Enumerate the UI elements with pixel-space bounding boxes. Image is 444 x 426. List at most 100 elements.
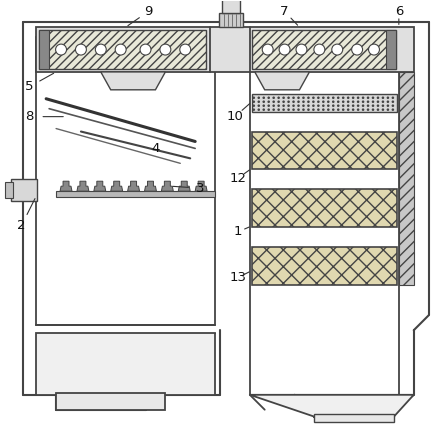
Circle shape [392, 101, 394, 103]
Text: 4: 4 [151, 142, 160, 155]
Circle shape [253, 104, 255, 107]
Circle shape [332, 96, 335, 99]
Circle shape [367, 101, 369, 103]
Circle shape [352, 108, 354, 111]
Bar [39, 30, 206, 69]
Polygon shape [77, 181, 89, 191]
Circle shape [282, 96, 285, 99]
Bar [56, 393, 165, 410]
Bar [252, 247, 397, 285]
Polygon shape [127, 181, 139, 191]
Circle shape [292, 108, 295, 111]
Text: 1: 1 [234, 225, 242, 239]
Circle shape [347, 104, 349, 107]
Circle shape [258, 104, 260, 107]
Circle shape [115, 44, 126, 55]
Circle shape [357, 108, 359, 111]
Circle shape [262, 104, 265, 107]
Circle shape [352, 44, 363, 55]
Circle shape [287, 108, 290, 111]
Circle shape [332, 108, 335, 111]
Circle shape [332, 104, 335, 107]
Circle shape [267, 96, 270, 99]
Circle shape [282, 108, 285, 111]
Circle shape [362, 104, 365, 107]
Text: 3: 3 [196, 181, 204, 195]
Circle shape [372, 104, 374, 107]
Circle shape [327, 101, 329, 103]
Circle shape [278, 104, 280, 107]
Circle shape [262, 101, 265, 103]
Circle shape [377, 108, 379, 111]
Circle shape [362, 101, 365, 103]
Circle shape [342, 96, 345, 99]
Circle shape [258, 101, 260, 103]
Circle shape [327, 104, 329, 107]
Circle shape [160, 44, 171, 55]
Polygon shape [178, 181, 190, 191]
Circle shape [387, 104, 389, 107]
Polygon shape [250, 395, 414, 417]
Circle shape [382, 96, 384, 99]
Circle shape [302, 96, 305, 99]
Circle shape [302, 108, 305, 111]
Circle shape [258, 108, 260, 111]
Circle shape [347, 96, 349, 99]
Circle shape [312, 96, 315, 99]
Circle shape [278, 96, 280, 99]
Circle shape [317, 96, 320, 99]
Circle shape [140, 44, 151, 55]
Circle shape [282, 101, 285, 103]
Circle shape [357, 101, 359, 103]
Circle shape [302, 101, 305, 103]
Bar [252, 30, 396, 69]
Polygon shape [144, 181, 156, 191]
Circle shape [327, 108, 329, 111]
Circle shape [372, 96, 374, 99]
Circle shape [392, 108, 394, 111]
Text: 7: 7 [280, 5, 289, 18]
Circle shape [392, 96, 394, 99]
Text: 9: 9 [144, 5, 153, 18]
Circle shape [292, 96, 295, 99]
Circle shape [272, 108, 275, 111]
Circle shape [367, 96, 369, 99]
Text: 2: 2 [17, 219, 26, 233]
Text: 10: 10 [226, 110, 243, 123]
Circle shape [312, 101, 315, 103]
Circle shape [337, 101, 340, 103]
Circle shape [352, 101, 354, 103]
Polygon shape [111, 181, 123, 191]
Bar [12, 179, 37, 201]
Circle shape [342, 101, 345, 103]
Bar [252, 132, 397, 169]
Circle shape [95, 44, 106, 55]
Circle shape [369, 44, 380, 55]
Circle shape [267, 108, 270, 111]
Circle shape [372, 108, 374, 111]
Circle shape [347, 101, 349, 103]
Circle shape [337, 108, 340, 111]
Bar [219, 13, 243, 27]
Circle shape [272, 96, 275, 99]
Circle shape [387, 108, 389, 111]
Circle shape [312, 104, 315, 107]
Circle shape [75, 44, 87, 55]
Circle shape [180, 44, 191, 55]
Circle shape [332, 101, 335, 103]
Bar [56, 191, 215, 197]
Circle shape [362, 108, 365, 111]
Circle shape [262, 44, 273, 55]
Circle shape [392, 104, 394, 107]
Circle shape [314, 44, 325, 55]
Polygon shape [255, 72, 309, 90]
Circle shape [357, 96, 359, 99]
Circle shape [302, 104, 305, 107]
Circle shape [292, 104, 295, 107]
Bar [39, 30, 49, 69]
Bar [222, 0, 240, 13]
Bar [5, 182, 13, 198]
Circle shape [377, 101, 379, 103]
Circle shape [287, 104, 290, 107]
Bar [252, 189, 397, 227]
